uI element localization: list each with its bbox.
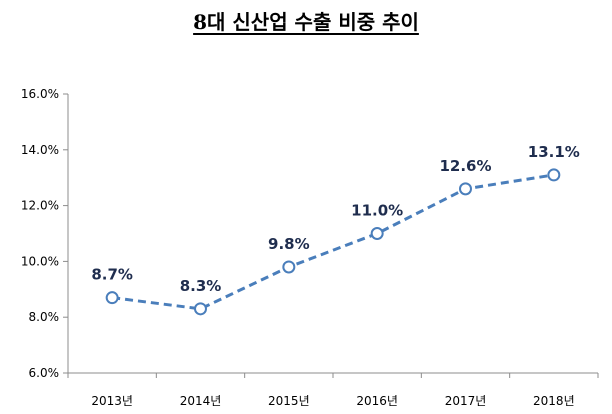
chart-title: 8대 신산업 수출 비중 추이 <box>193 10 419 34</box>
data-point <box>282 260 296 274</box>
data-label: 12.6% <box>439 157 491 175</box>
data-point <box>370 227 384 240</box>
data-label: 11.0% <box>351 202 403 220</box>
data-label: 9.8% <box>268 235 310 253</box>
y-tick-label: 16.0% <box>21 87 59 101</box>
data-label: 8.7% <box>91 266 133 284</box>
data-point <box>547 168 561 182</box>
data-point <box>105 291 119 305</box>
data-label: 13.1% <box>528 143 580 161</box>
y-tick-label: 12.0% <box>21 199 59 213</box>
y-tick-label: 8.0% <box>29 310 60 324</box>
x-tick-label: 2018년 <box>533 394 575 408</box>
x-tick-label: 2017년 <box>445 394 487 408</box>
data-point <box>194 302 207 316</box>
x-tick-label: 2015년 <box>268 394 310 408</box>
x-tick-label: 2016년 <box>356 394 398 408</box>
data-point <box>459 182 472 196</box>
series-line <box>111 173 555 311</box>
y-tick-label: 6.0% <box>29 366 60 380</box>
x-tick-label: 2014년 <box>180 394 222 408</box>
data-label: 8.3% <box>180 277 222 295</box>
x-tick-label: 2013년 <box>91 394 133 408</box>
y-tick-label: 14.0% <box>21 143 59 157</box>
y-tick-label: 10.0% <box>21 254 59 268</box>
